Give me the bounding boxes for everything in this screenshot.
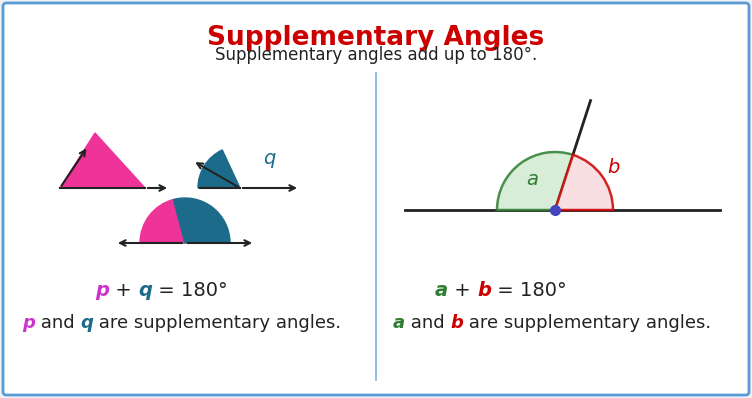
Text: q: q <box>138 281 152 300</box>
Text: = 180°: = 180° <box>152 281 228 300</box>
Text: $a$: $a$ <box>526 170 539 189</box>
Text: b: b <box>450 314 463 332</box>
Text: are supplementary angles.: are supplementary angles. <box>463 314 711 332</box>
Polygon shape <box>60 133 145 188</box>
Text: +: + <box>109 281 138 300</box>
Text: Supplementary Angles: Supplementary Angles <box>208 25 544 51</box>
Wedge shape <box>497 152 573 210</box>
Text: $p$: $p$ <box>86 169 99 187</box>
Wedge shape <box>555 155 613 210</box>
Text: b: b <box>477 281 491 300</box>
Text: a: a <box>393 314 405 332</box>
Text: Supplementary angles add up to 180°.: Supplementary angles add up to 180°. <box>215 46 537 64</box>
Wedge shape <box>174 198 230 243</box>
Wedge shape <box>140 199 185 243</box>
Text: q: q <box>80 314 93 332</box>
Text: and: and <box>35 314 80 332</box>
Text: = 180°: = 180° <box>491 281 567 300</box>
Text: p: p <box>95 281 109 300</box>
Wedge shape <box>198 150 240 188</box>
FancyBboxPatch shape <box>3 3 749 395</box>
Text: +: + <box>448 281 477 300</box>
Text: $b$: $b$ <box>607 158 620 177</box>
Text: are supplementary angles.: are supplementary angles. <box>93 314 341 332</box>
Text: a: a <box>435 281 448 300</box>
Text: and: and <box>405 314 450 332</box>
Text: $q$: $q$ <box>263 150 277 170</box>
Text: p: p <box>22 314 35 332</box>
